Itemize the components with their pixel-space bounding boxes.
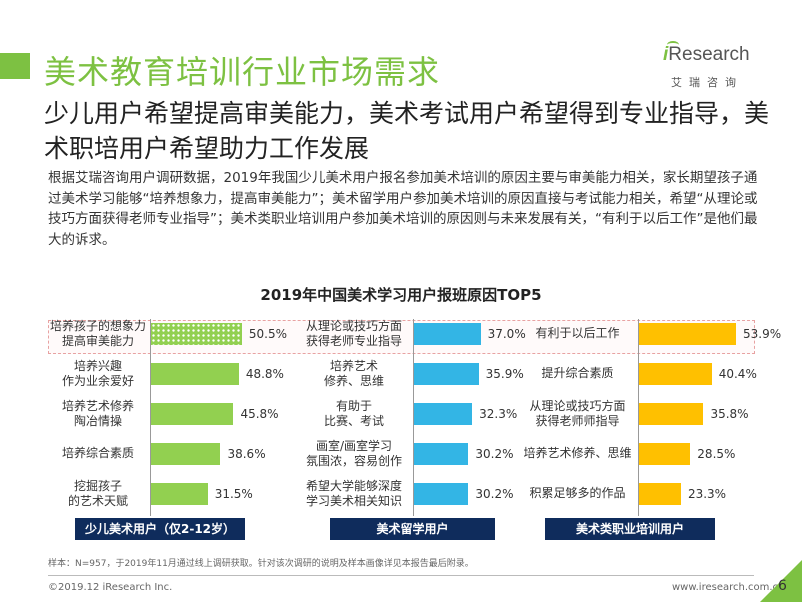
sample-note: 样本：N=957，于2019年11月通过线上调研获取。针对该次调研的说明及样本画… [48,559,474,569]
panel-axis [638,319,639,516]
bar [151,323,242,345]
category-label: 培养艺术修养 陶冶情操 [61,399,134,428]
panel-label: 美术类职业培训用户 [545,518,715,540]
category-label: 希望大学能够深度 学习美术相关知识 [305,479,402,508]
category-label: 从理论或技巧方面 获得老师专业指导 [305,319,402,348]
category-label: 有利于以后工作 [535,326,620,340]
panel-axis [413,319,414,516]
panel-label: 少儿美术用户（仅2-12岁） [75,518,245,540]
corner-decoration [760,560,802,602]
category-label: 画室/画室学习 氛围浓，容易创作 [305,439,402,468]
bar [639,403,704,425]
copyright: ©2019.12 iResearch Inc. [48,582,173,593]
page-title: 美术教育培训行业市场需求 [44,53,441,91]
page-number: 6 [778,578,787,594]
footer-divider [48,575,754,576]
website-link[interactable]: www.iresearch.com.cn [672,582,785,593]
logo-swoosh-icon [667,41,679,49]
category-label: 培养孩子的想象力 提高审美能力 [50,319,147,348]
data-label: 23.3% [687,487,727,501]
logo-wordmark: iResearch [663,44,750,65]
data-label: 31.5% [214,487,253,501]
category-label: 挖掘孩子 的艺术天赋 [67,479,128,508]
logo-subtitle: 艾瑞咨询 [671,76,743,89]
chart-title: 2019年中国美术学习用户报班原因TOP5 [260,286,542,304]
page-subtitle: 少儿用户希望提高审美能力，美术考试用户希望得到专业指导，美术职培用户希望助力工作… [44,99,770,163]
data-label: 35.8% [710,407,749,421]
panel-axis [150,319,151,516]
bar [414,323,481,345]
body-paragraph: 根据艾瑞咨询用户调研数据，2019年我国少儿美术用户报名参加美术培训的原因主要与… [48,170,758,248]
category-label: 培养兴趣 作为业余爱好 [61,359,134,388]
iresearch-logo: iResearch 艾瑞咨询 [663,41,773,94]
data-label: 53.9% [743,327,782,341]
data-label: 40.4% [718,367,757,381]
bar [414,483,469,505]
category-label: 提升综合素质 [541,366,614,380]
bar [414,403,473,425]
bar [639,323,737,345]
data-label: 30.2% [475,447,514,461]
bar [639,443,691,465]
category-label: 培养艺术修养、思维 [523,446,632,460]
category-label: 从理论或技巧方面 获得老师师指导 [529,399,626,428]
data-label: 48.8% [245,367,284,381]
data-label: 32.3% [479,407,518,421]
bar [639,483,681,505]
category-label: 积累足够多的作品 [529,486,626,500]
category-label: 有助于 比赛、考试 [323,399,384,428]
data-label: 35.9% [485,367,524,381]
bar [414,363,479,385]
bar [151,403,234,425]
bar [151,363,239,385]
data-label: 50.5% [248,327,288,341]
data-label: 28.5% [697,447,736,461]
title-accent-bar [0,53,30,79]
data-label: 38.6% [227,447,266,461]
data-label: 37.0% [487,327,526,341]
bar [151,443,221,465]
bar [151,483,208,505]
bar [639,363,712,385]
category-label: 培养艺术修养、思维 [323,359,384,388]
data-label: 45.8% [240,407,279,421]
data-label: 30.2% [475,487,514,501]
bar [414,443,469,465]
category-label: 培养综合素质 [61,446,134,460]
panel-label: 美术留学用户 [330,518,495,540]
